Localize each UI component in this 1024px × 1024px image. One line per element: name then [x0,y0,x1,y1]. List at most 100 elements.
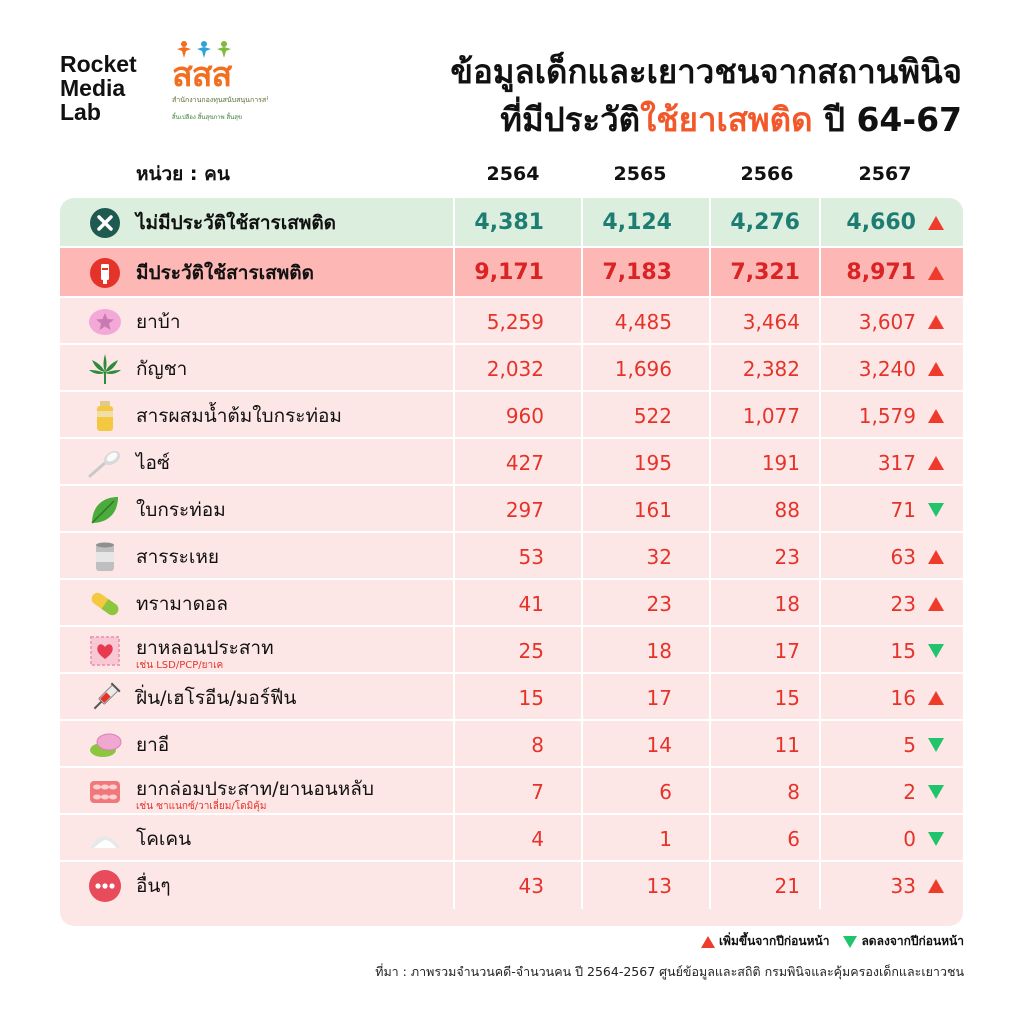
row-label: ยาหลอนประสาท [136,637,274,659]
column-divider [709,392,711,437]
column-divider [581,580,583,625]
value-2566: 18 [774,591,800,616]
rocket-media-lab-logo: Rocket Media Lab [60,52,137,124]
value-2564: 41 [518,591,544,616]
row-label: มีประวัติใช้สารเสพติด [136,262,314,284]
legend-down: ลดลงจากปีก่อนหน้า [843,932,964,951]
value-2566: 15 [774,685,800,710]
column-divider [709,198,711,246]
year-header-2567: 2567 [858,163,912,185]
column-divider [453,248,455,296]
triangle-up-icon [700,935,715,948]
value-2567: 71 [890,497,916,522]
column-divider [581,815,583,860]
value-2566: 8 [787,779,800,804]
column-divider [581,345,583,390]
row-label: ยากล่อมประสาท/ยานอนหลับ [136,778,374,800]
column-divider [453,392,455,437]
triangle-up-icon [928,455,944,470]
triangle-down-icon [928,831,944,846]
value-2566: 2,382 [742,356,800,381]
table-row: ยาอี 8 14 11 5 [60,721,963,768]
title-line-1: ข้อมูลเด็กและเยาวชนจากสถานพินิจ [450,52,962,91]
column-divider [819,862,821,909]
column-divider [581,198,583,246]
value-2564: 960 [505,403,544,428]
column-divider [453,721,455,766]
bottle-icon [88,399,122,433]
cannabis-leaf-icon [88,352,122,386]
column-divider [709,298,711,343]
value-2565: 13 [646,873,672,898]
thaihealth-logo: สสส สำนักงานกองทุนสนับสนุนการสร้างเสริมส… [170,40,268,124]
row-label: ยาบ้า [136,310,181,333]
column-divider [709,486,711,531]
logo-line-2: Media [60,75,126,101]
value-2565: 1 [659,826,672,851]
triangle-up-icon [928,596,944,611]
table-row: ไอซ์ 427 195 191 317 [60,439,963,486]
column-divider [819,248,821,296]
column-divider [819,721,821,766]
logo-line-3: Lab [60,99,101,125]
spoon-powder-icon [88,446,122,480]
year-header-2566: 2566 [740,163,794,185]
table-row: มีประวัติใช้สารเสพติด 9,171 7,183 7,321 8,97… [60,248,963,298]
row-label: ไอซ์ [136,451,170,474]
value-2567: 33 [890,873,916,898]
column-divider [581,862,583,909]
value-2565: 195 [633,450,672,475]
column-divider [581,533,583,578]
powder-pile-icon [88,822,122,856]
value-2567: 317 [877,450,916,475]
column-divider [709,768,711,813]
column-divider [581,721,583,766]
column-divider [453,533,455,578]
value-2564: 7 [531,779,544,804]
triangle-up-icon [928,216,944,230]
title-line-2: ที่มีประวัติใช้ยาเสพติด ปี 64-67 [450,96,962,144]
value-2565: 17 [646,685,672,710]
value-2567: 3,240 [858,356,916,381]
column-divider [819,580,821,625]
x-circle-icon [88,206,122,240]
value-2566: 17 [774,638,800,663]
legend-up-label: เพิ่มขึ้นจากปีก่อนหน้า [718,934,830,948]
people-figures-icon [177,41,231,58]
column-divider [709,862,711,909]
table-row: สารผสมน้ำต้มใบกระท่อม 960 522 1,077 1,579 [60,392,963,439]
triangle-up-icon [928,690,944,705]
table-row: ทรามาดอล 41 23 18 23 [60,580,963,627]
value-2565: 4,485 [614,309,672,334]
table-row: สารระเหย 53 32 23 63 [60,533,963,580]
can-icon [88,540,122,574]
column-divider [819,674,821,719]
title-line-2-prefix: ที่มีประวัติ [500,100,641,139]
value-2564: 4 [531,826,544,851]
column-divider [819,392,821,437]
column-divider [709,721,711,766]
column-divider [819,298,821,343]
value-2564: 53 [518,544,544,569]
value-2564: 297 [505,497,544,522]
column-divider [709,533,711,578]
value-2566: 6 [787,826,800,851]
table-row: ฝิ่น/เฮโรอีน/มอร์ฟีน 15 17 15 16 [60,674,963,721]
value-2567: 23 [890,591,916,616]
value-2567: 16 [890,685,916,710]
unit-label: หน่วย : คน [136,163,230,185]
title-line-2-accent: ใช้ยาเสพติด [640,100,813,139]
column-divider [453,298,455,343]
triangle-up-icon [928,314,944,329]
value-2564: 9,171 [474,260,544,285]
value-2565: 1,696 [614,356,672,381]
column-divider [453,627,455,672]
row-sublabel: เช่น LSD/PCP/ยาเค [136,660,224,671]
column-divider [453,198,455,246]
row-label: ฝิ่น/เฮโรอีน/มอร์ฟีน [136,686,297,709]
row-sublabel: เช่น ซาแนกซ์/วาเลี่ยม/โดมิคุ้ม [136,801,267,812]
value-2565: 18 [646,638,672,663]
row-label: ยาอี [136,733,170,756]
syringe-badge-icon [88,256,122,290]
value-2564: 43 [518,873,544,898]
